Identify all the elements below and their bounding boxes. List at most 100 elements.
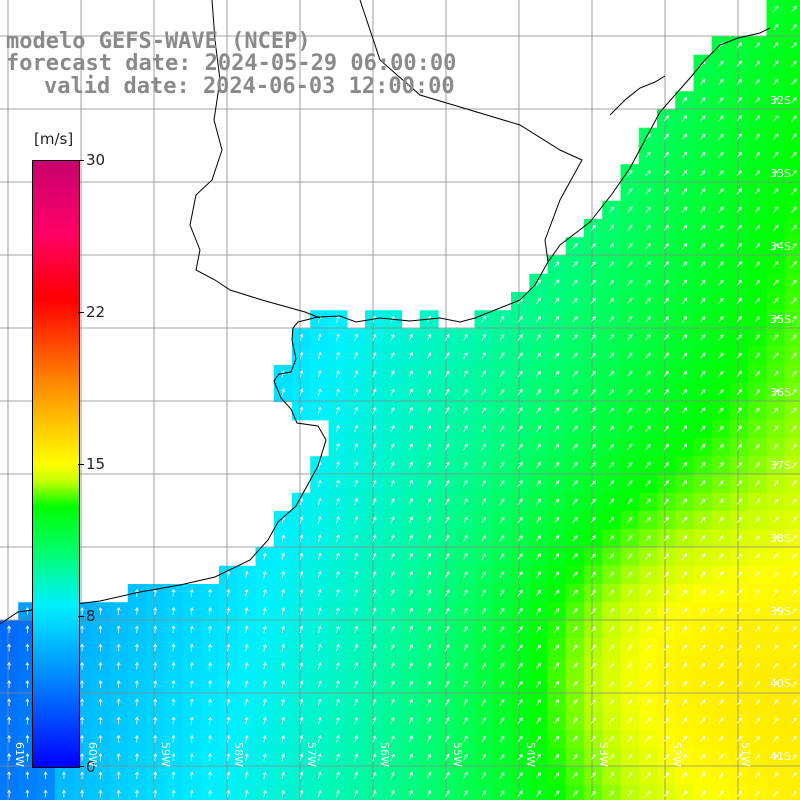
- wind-arrow: [681, 735, 688, 743]
- wind-arrow: [608, 772, 615, 779]
- wind-arrow: [445, 571, 450, 579]
- wind-cell: [383, 602, 403, 622]
- wind-arrow: [754, 297, 761, 305]
- wind-cell: [511, 784, 530, 800]
- wind-cell: [638, 237, 658, 257]
- wind-arrow: [463, 498, 468, 506]
- wind-arrow: [645, 462, 651, 469]
- wind-arrow: [299, 662, 304, 670]
- wind-arrow: [171, 607, 176, 615]
- wind-arrow: [718, 60, 724, 67]
- wind-arrow: [718, 206, 724, 213]
- lat-label: 33S: [770, 167, 791, 180]
- wind-arrow: [317, 534, 322, 542]
- wind-arrow: [590, 717, 596, 724]
- wind-cell: [730, 784, 749, 800]
- wind-cell: [766, 73, 786, 92]
- wind-cell: [748, 310, 768, 330]
- wind-arrow: [317, 516, 322, 524]
- wind-arrow: [572, 334, 578, 341]
- wind-arrow: [390, 333, 395, 341]
- wind-arrow: [590, 608, 596, 615]
- wind-arrow: [7, 625, 12, 634]
- wind-arrow: [354, 607, 359, 615]
- wind-cell: [346, 511, 366, 530]
- wind-cell: [620, 255, 640, 275]
- wind-arrow: [736, 772, 742, 779]
- wind-cell: [730, 255, 749, 275]
- wind-arrow: [681, 170, 688, 177]
- wind-cell: [456, 529, 476, 549]
- wind-cell: [584, 365, 603, 384]
- wind-cell: [346, 401, 366, 421]
- wind-arrow: [773, 571, 779, 578]
- wind-arrow: [627, 608, 633, 615]
- wind-cell: [474, 492, 494, 512]
- wind-arrow: [700, 261, 706, 268]
- wind-arrow: [608, 206, 615, 213]
- wind-arrow: [627, 206, 633, 213]
- wind-arrow: [317, 351, 322, 360]
- wind-cell: [547, 675, 567, 695]
- wind-cell: [492, 602, 512, 622]
- wind-arrow: [517, 790, 523, 797]
- wind-arrow: [281, 734, 286, 743]
- wind-cell: [584, 584, 603, 603]
- wind-cell: [711, 584, 731, 603]
- wind-cell: [383, 766, 403, 786]
- wind-arrow: [627, 644, 633, 651]
- wind-arrow: [645, 754, 651, 761]
- wind-cell: [529, 547, 549, 567]
- wind-arrow: [700, 370, 706, 378]
- wind-arrow: [791, 699, 797, 706]
- wind-arrow: [535, 480, 541, 487]
- wind-arrow: [700, 78, 706, 86]
- wind-cell: [675, 693, 695, 713]
- wind-cell: [547, 492, 567, 512]
- wind-arrow: [590, 644, 596, 651]
- wind-cell: [565, 784, 585, 800]
- wind-arrow: [445, 498, 450, 506]
- wind-cell: [511, 492, 530, 512]
- wind-arrow: [791, 243, 797, 250]
- wind-cell: [565, 438, 585, 457]
- wind-arrow: [572, 735, 578, 743]
- wind-cell: [456, 547, 476, 567]
- wind-arrow: [499, 334, 505, 341]
- wind-arrow: [681, 407, 688, 414]
- wind-arrow: [554, 626, 560, 633]
- wind-arrow: [791, 5, 797, 13]
- wind-arrow: [572, 480, 578, 487]
- wind-arrow: [608, 407, 615, 414]
- wind-arrow: [754, 626, 761, 633]
- wind-arrow: [517, 607, 523, 615]
- wind-arrow: [718, 115, 724, 122]
- wind-cell: [492, 565, 512, 585]
- wind-arrow: [317, 735, 322, 743]
- wind-arrow: [700, 133, 706, 140]
- wind-cell: [657, 620, 676, 640]
- wind-arrow: [590, 754, 596, 761]
- wind-cell: [492, 456, 512, 476]
- wind-cell: [748, 492, 768, 512]
- wind-arrow: [773, 24, 779, 31]
- wind-arrow: [354, 570, 359, 579]
- wind-cell: [748, 638, 768, 658]
- wind-arrow: [98, 625, 103, 634]
- wind-arrow: [481, 589, 486, 597]
- wind-arrow: [773, 334, 779, 341]
- wind-arrow: [590, 699, 596, 706]
- wind-cell: [438, 730, 457, 749]
- wind-arrow: [517, 315, 523, 323]
- wind-arrow: [354, 771, 359, 780]
- wind-cell: [383, 638, 403, 658]
- wind-arrow: [645, 425, 651, 432]
- wind-arrow: [791, 571, 797, 578]
- wind-arrow: [754, 279, 761, 286]
- wind-cell: [675, 292, 695, 311]
- wind-cell: [529, 365, 549, 384]
- wind-arrow: [773, 60, 779, 67]
- wind-arrow: [663, 626, 669, 633]
- wind-arrow: [608, 261, 615, 268]
- wind-cell: [383, 492, 403, 512]
